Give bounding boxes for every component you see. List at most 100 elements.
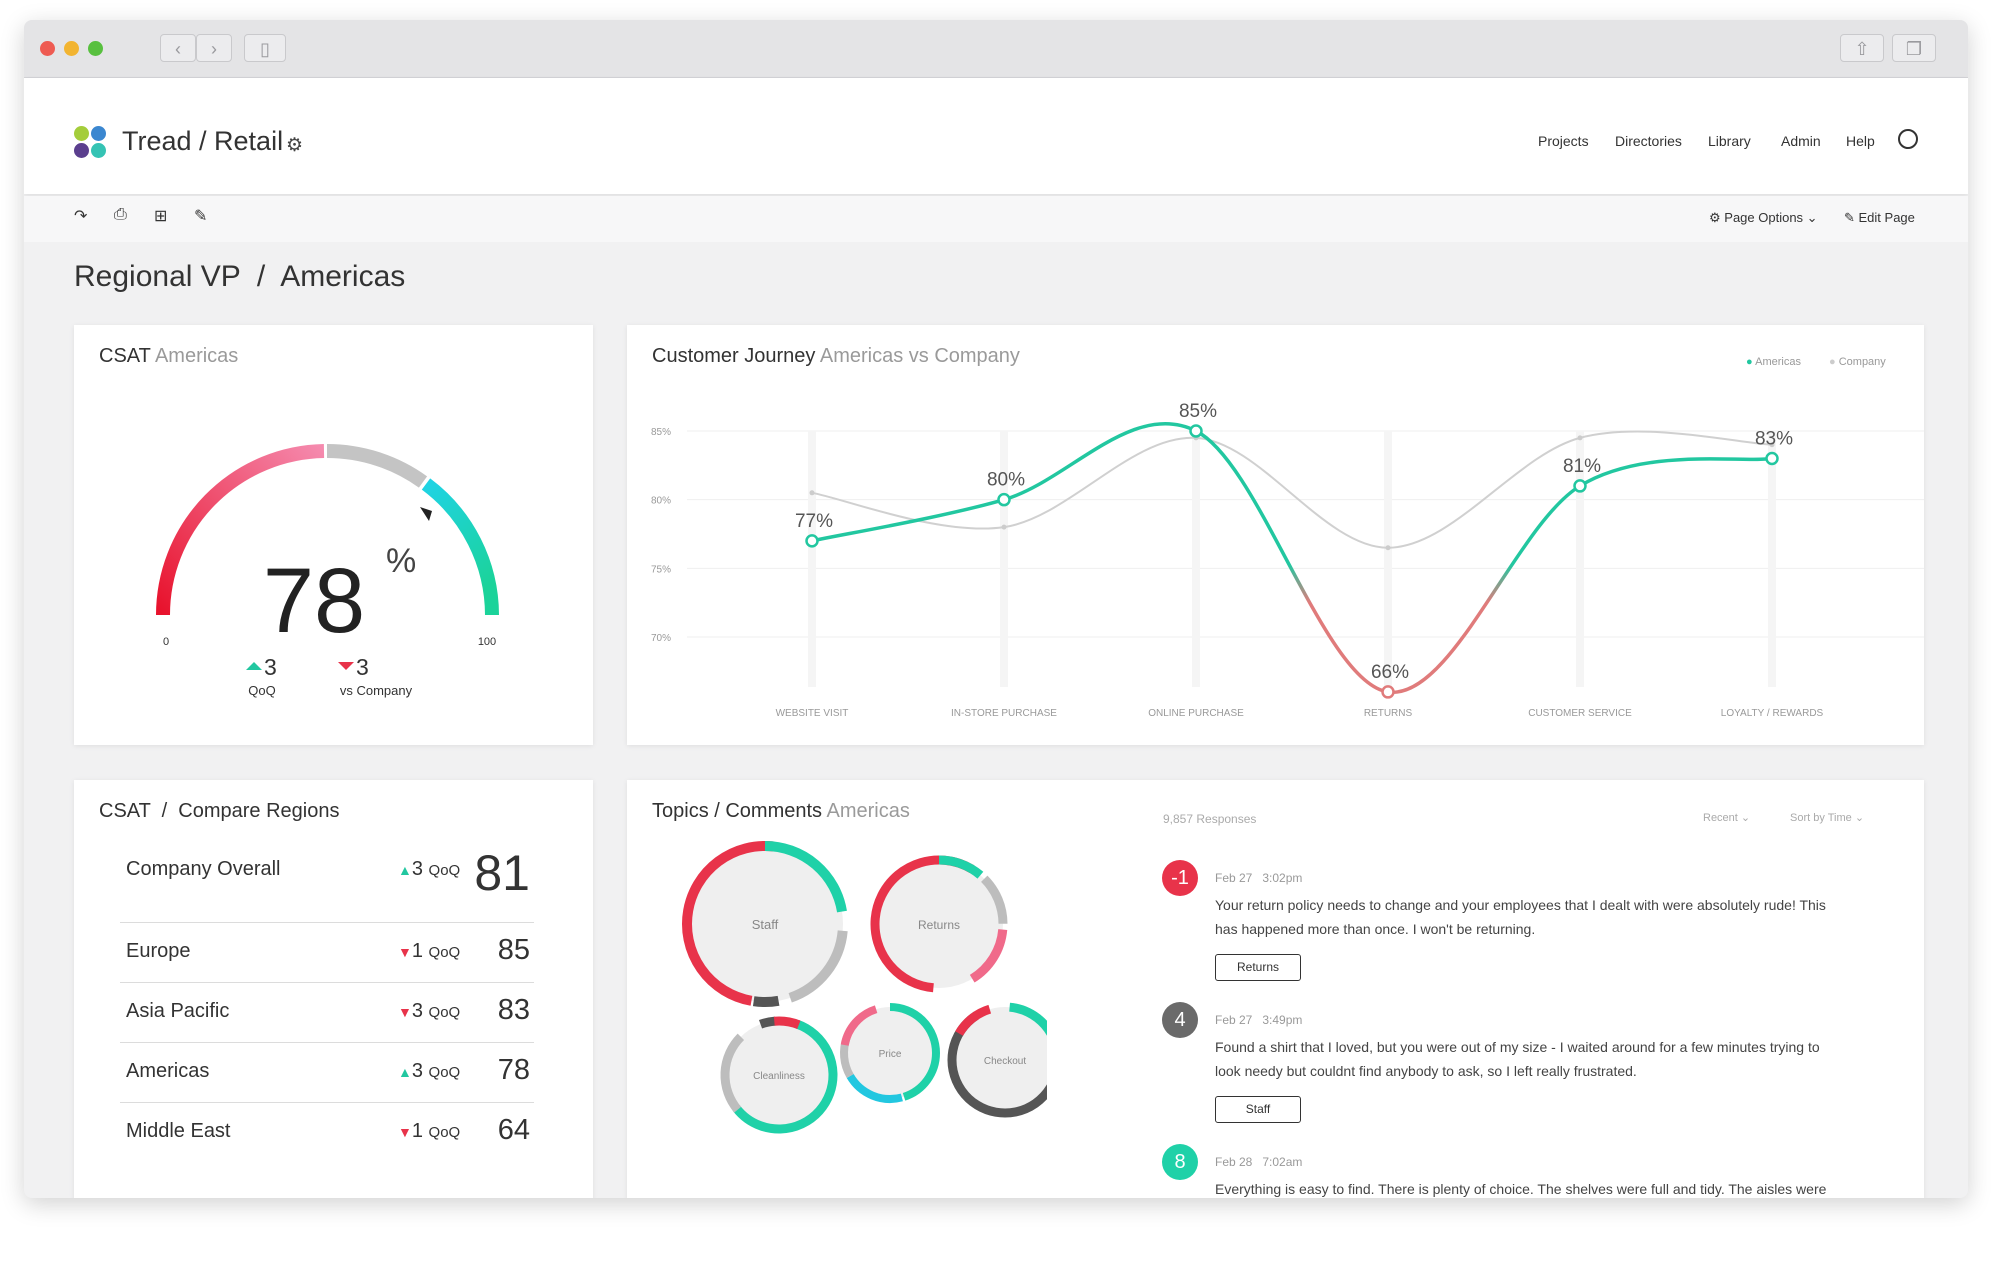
americas-point[interactable]: [1765, 451, 1779, 466]
comment-topic-tag[interactable]: Returns: [1215, 954, 1301, 981]
region-delta-value: 3: [411, 858, 423, 880]
legend-americas[interactable]: ● Americas: [1746, 356, 1801, 368]
region-value: 78: [497, 1054, 530, 1086]
nav-projects[interactable]: Projects: [1538, 133, 1589, 149]
minimize-window-button[interactable]: [64, 41, 79, 56]
x-category-label: RETURNS: [1364, 708, 1413, 719]
americas-data-label: 81%: [1563, 456, 1601, 477]
bubble-cleanliness-label: Cleanliness: [753, 1071, 805, 1082]
americas-data-label: 83%: [1755, 428, 1793, 449]
edit-page-button[interactable]: ✎ Edit Page: [1844, 210, 1915, 225]
browser-titlebar: ‹ › ▯ ⇧ ❐: [24, 20, 1968, 78]
brand-title: Tread / Retail: [122, 126, 284, 156]
region-row[interactable]: Americas ▲3 QoQ 78: [120, 1042, 534, 1103]
region-value: 64: [497, 1114, 530, 1146]
region-row[interactable]: Middle East ▼1 QoQ 64: [120, 1102, 534, 1162]
category-guide: [1000, 431, 1008, 687]
region-name: Company Overall: [126, 858, 281, 880]
region-delta: ▼3 QoQ: [398, 1000, 460, 1023]
x-category-label: LOYALTY / REWARDS: [1721, 708, 1824, 719]
region-value: 81: [474, 845, 530, 901]
csat-value: 78: [263, 550, 365, 652]
csat-card: CSAT Americas 0 100 78 % 3 QoQ: [74, 325, 593, 745]
comment-line: Everything is easy to find. There is ple…: [1215, 1181, 1827, 1197]
americas-point[interactable]: [805, 534, 819, 548]
up-arrow-icon: ▲: [398, 1064, 412, 1080]
csat-company-label: vs Company: [340, 683, 413, 698]
comment-line: has happened more than once. I won't be …: [1215, 921, 1536, 937]
americas-point[interactable]: [1189, 424, 1203, 438]
bubble-cleanliness[interactable]: Cleanliness: [703, 999, 855, 1151]
sort-filter-dropdown[interactable]: Sort by Time ⌄: [1790, 811, 1864, 824]
region-row[interactable]: Europe ▼1 QoQ 85: [120, 922, 534, 983]
x-category-label: IN-STORE PURCHASE: [951, 708, 1057, 719]
comment-date: Feb 27 3:02pm: [1215, 871, 1303, 885]
maximize-window-button[interactable]: [88, 41, 103, 56]
region-name: Asia Pacific: [126, 1000, 230, 1022]
bubble-checkout[interactable]: Checkout: [933, 988, 1047, 1133]
region-name: Europe: [126, 940, 191, 962]
bubble-price[interactable]: Price: [827, 990, 953, 1116]
company-down-arrow-icon: [338, 662, 354, 670]
category-guide: [1768, 431, 1776, 687]
region-value: 83: [497, 994, 530, 1026]
nav-admin[interactable]: Admin: [1781, 133, 1821, 149]
customer-journey-card: Customer Journey Americas vs Company ● A…: [627, 325, 1924, 745]
gauge-teal-segment: [421, 478, 499, 616]
legend-americas-dot-icon: ●: [1746, 356, 1753, 368]
region-row[interactable]: Company Overall ▲3 QoQ 81: [120, 840, 534, 923]
chevron-down-icon: ⌄: [1740, 812, 1751, 824]
comment-text: Your return policy needs to change and y…: [1215, 893, 1835, 941]
gauge-min: 0: [163, 636, 169, 648]
americas-point[interactable]: [997, 492, 1011, 507]
share-arrow-icon[interactable]: ↷: [74, 208, 88, 225]
y-tick-label: 70%: [651, 633, 671, 644]
qoq-up-arrow-icon: [246, 662, 262, 670]
comment-line: look needy but couldnt find anybody to a…: [1215, 1063, 1637, 1079]
close-window-button[interactable]: [40, 41, 55, 56]
page-options-button[interactable]: ⚙ Page Options ⌄: [1709, 210, 1818, 225]
comment-topic-tag[interactable]: Staff: [1215, 1096, 1301, 1123]
down-arrow-icon: ▼: [398, 1124, 412, 1140]
region-qoq-label: QoQ: [428, 1124, 461, 1141]
add-icon[interactable]: ⊞: [154, 208, 168, 225]
region-qoq-label: QoQ: [428, 862, 461, 879]
region-delta-value: 3: [411, 1000, 423, 1022]
recent-filter-dropdown[interactable]: Recent ⌄: [1703, 811, 1750, 824]
region-delta: ▼1 QoQ: [398, 1120, 460, 1143]
nav-help[interactable]: Help: [1846, 133, 1875, 149]
comment-text: Found a shirt that I loved, but you were…: [1215, 1035, 1835, 1083]
company-point: [1385, 545, 1391, 551]
bubble-returns[interactable]: Returns: [848, 840, 1029, 1015]
user-profile-icon[interactable]: [1898, 129, 1918, 149]
legend-company[interactable]: ● Company: [1829, 356, 1886, 368]
americas-point[interactable]: [1573, 479, 1587, 493]
region-delta: ▼1 QoQ: [398, 940, 460, 963]
region-delta-value: 3: [411, 1060, 423, 1082]
forward-icon[interactable]: ›: [196, 34, 232, 62]
gauge-needle-icon: [420, 507, 432, 521]
app-header: Tread / Retail ⚙ Projects Directories Li…: [24, 78, 1968, 194]
pin-icon[interactable]: ✎: [194, 208, 208, 225]
bubble-returns-label: Returns: [918, 918, 960, 932]
gauge-grey-segment: [326, 444, 428, 488]
region-row[interactable]: Asia Pacific ▼3 QoQ 83: [120, 982, 534, 1043]
settings-gear-icon[interactable]: ⚙: [286, 135, 304, 156]
export-icon[interactable]: ⎙: [114, 206, 127, 223]
back-icon[interactable]: ‹: [160, 34, 196, 62]
tabs-icon[interactable]: ❐: [1892, 34, 1936, 62]
share-icon[interactable]: ⇧: [1840, 34, 1884, 62]
region-name: Middle East: [126, 1120, 231, 1142]
comment-line: Your return policy needs to change and y…: [1215, 897, 1826, 913]
category-guide: [1384, 431, 1392, 687]
americas-point[interactable]: [1381, 685, 1395, 699]
edit-page-label: Edit Page: [1858, 210, 1915, 225]
nav-directories[interactable]: Directories: [1615, 133, 1682, 149]
topics-bubble-chart: Staff Returns Price: [675, 840, 1047, 1151]
page-title: Regional VP / Americas: [74, 260, 406, 293]
sidebar-toggle-icon[interactable]: ▯: [244, 34, 286, 62]
nav-library[interactable]: Library: [1708, 133, 1751, 149]
journey-title: Customer Journey: [652, 345, 816, 367]
csat-title: CSAT: [99, 345, 151, 367]
bubble-staff[interactable]: Staff: [675, 840, 856, 1014]
